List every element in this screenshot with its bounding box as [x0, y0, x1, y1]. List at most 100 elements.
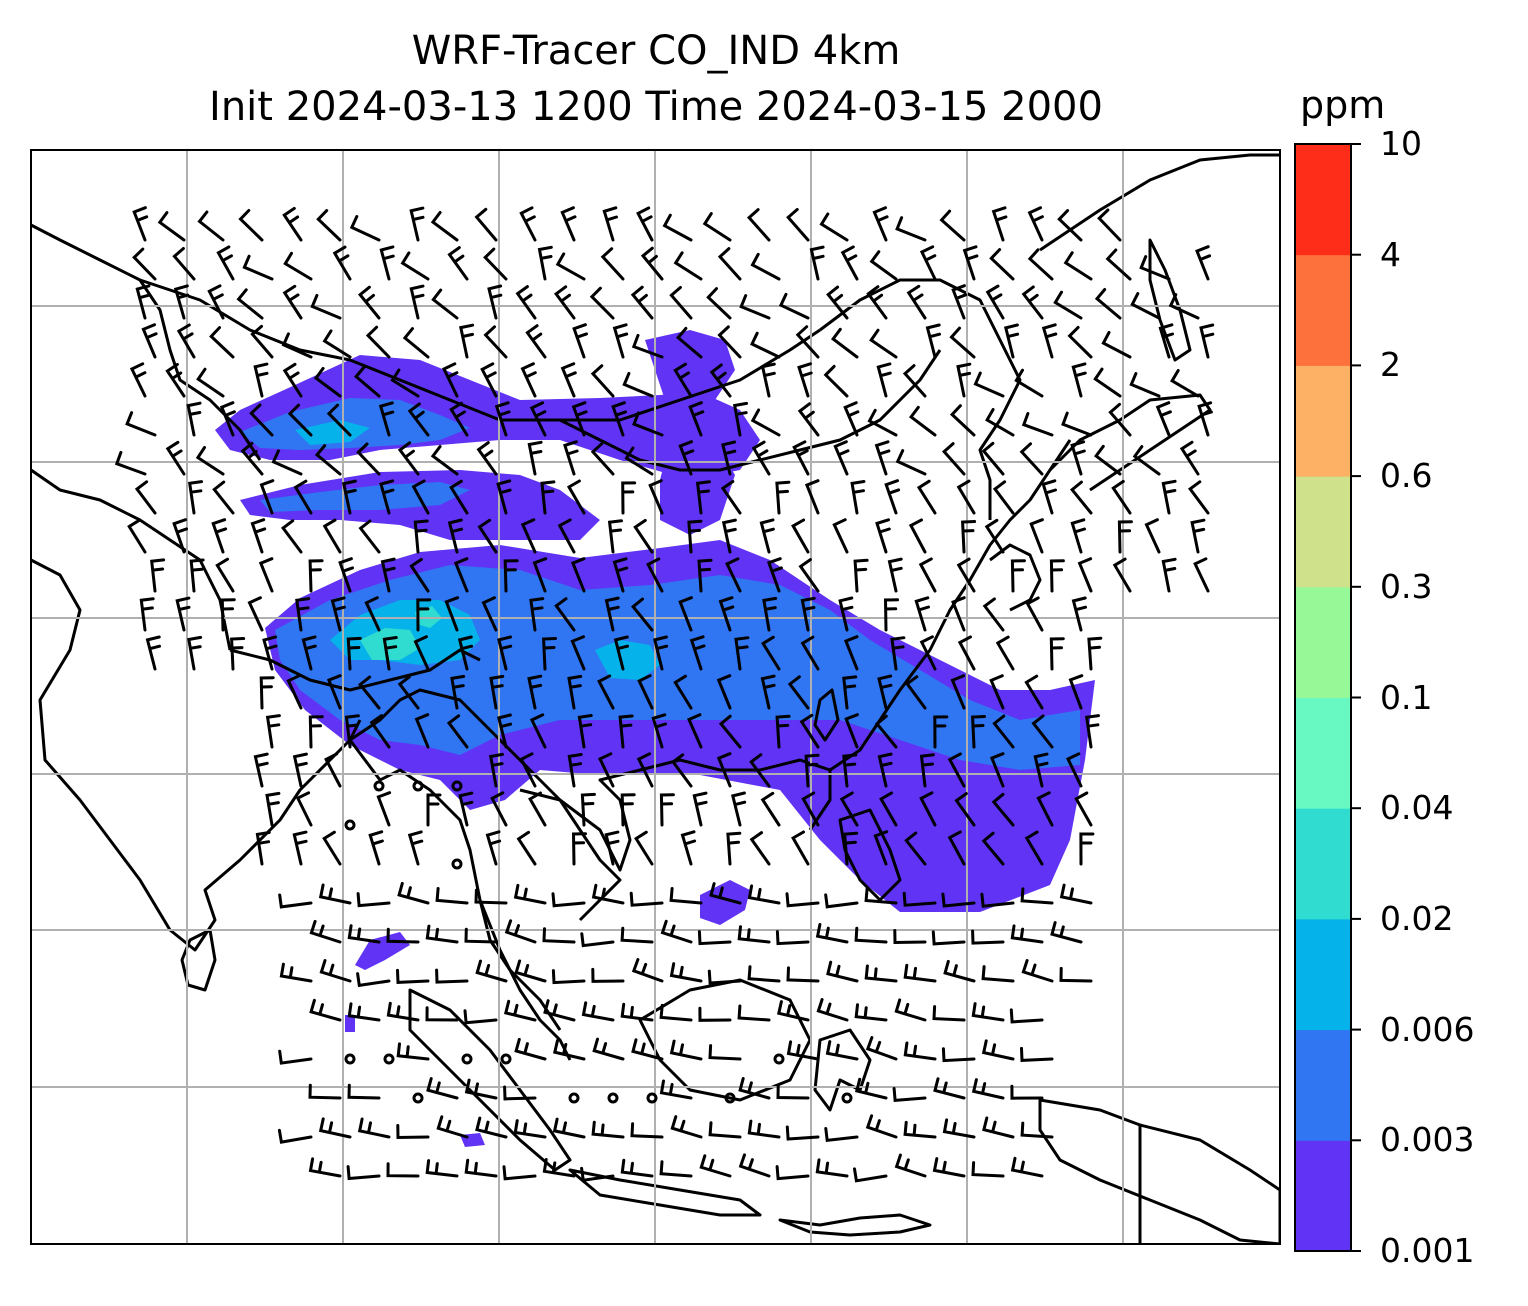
- wind-barb: [447, 518, 463, 554]
- wind-barb: [956, 479, 976, 515]
- wind-barb: [1053, 290, 1083, 320]
- wind-barb: [669, 962, 703, 983]
- wind-barb: [407, 830, 424, 866]
- wind-barb: [698, 1006, 732, 1022]
- wind-barb: [519, 206, 537, 242]
- wind-barb: [282, 206, 303, 242]
- plume-high-core3: [295, 420, 370, 445]
- wind-barb: [989, 674, 1005, 710]
- wind-barb: [956, 362, 972, 398]
- wind-barb: [186, 401, 202, 437]
- wind-barb: [400, 251, 430, 281]
- colorbar-tick-label-5: 0.1: [1380, 677, 1433, 717]
- wind-barb: [286, 674, 303, 710]
- wind-barb: [842, 753, 858, 788]
- wind-barb: [776, 1084, 810, 1100]
- wind-barb: [449, 479, 469, 515]
- wind-barb: [253, 362, 269, 398]
- wind-barb: [308, 559, 324, 593]
- wind-barb: [132, 206, 149, 242]
- wind-barb: [552, 1117, 586, 1139]
- wind-barb: [597, 752, 615, 788]
- wind-barb: [341, 479, 357, 515]
- calm-wind-marker: [383, 1053, 395, 1065]
- wind-barb: [1009, 1008, 1044, 1024]
- wind-barb: [961, 520, 977, 554]
- wind-barb: [551, 892, 586, 908]
- wind-barb: [1094, 444, 1122, 476]
- wind-barb: [332, 245, 352, 281]
- wind-barb: [409, 557, 430, 593]
- wind-barb: [563, 440, 579, 476]
- wind-barb: [483, 325, 508, 359]
- wind-barb: [631, 958, 664, 983]
- wind-barb: [397, 441, 420, 476]
- wind-barb: [1129, 372, 1161, 398]
- wind-barb: [678, 596, 693, 632]
- wind-barb: [446, 714, 469, 749]
- wind-barb: [474, 888, 508, 905]
- wind-barb: [725, 557, 742, 593]
- wind-barb: [409, 284, 425, 320]
- wind-barb: [687, 713, 703, 749]
- wind-barb: [514, 959, 547, 983]
- wind-barb: [157, 211, 186, 242]
- wind-barb: [673, 251, 703, 281]
- wind-barb: [441, 362, 459, 398]
- sumatra-coast: [408, 988, 572, 1172]
- wind-barb: [196, 367, 225, 398]
- wind-barb: [444, 596, 460, 632]
- wind-barb: [669, 286, 693, 320]
- wind-barb: [971, 1161, 1005, 1178]
- wind-barb: [678, 440, 695, 476]
- wind-barb: [791, 518, 810, 554]
- wind-barb: [295, 791, 313, 827]
- wind-barb: [1065, 752, 1083, 788]
- wind-barb: [622, 371, 654, 398]
- wind-barb: [409, 206, 425, 242]
- wind-barb: [947, 830, 966, 866]
- wind-barb: [453, 557, 469, 593]
- wind-barb: [450, 674, 466, 710]
- wind-barb: [1144, 518, 1161, 554]
- wind-barb: [648, 479, 664, 515]
- wind-barb: [250, 518, 267, 554]
- wind-barb: [688, 401, 705, 437]
- wind-barb: [739, 294, 771, 320]
- wind-barb: [761, 635, 781, 671]
- wind-barb: [1071, 596, 1087, 632]
- wind-barb: [842, 675, 858, 710]
- wind-barb: [824, 1127, 859, 1143]
- wind-barb: [721, 518, 737, 554]
- wind-barb: [709, 363, 732, 398]
- wind-barb: [824, 893, 859, 909]
- wind-barb: [1033, 752, 1049, 788]
- wind-barb: [799, 713, 820, 749]
- wind-barb: [560, 206, 577, 242]
- wind-barb: [346, 1165, 381, 1181]
- wind-barb: [866, 285, 888, 320]
- wind-barb: [791, 830, 810, 866]
- wind-barb: [787, 675, 810, 710]
- wind-barb: [850, 480, 866, 515]
- wind-barb: [737, 925, 771, 944]
- wind-barb: [322, 518, 342, 554]
- wind-barb: [815, 923, 849, 944]
- wind-barb: [949, 404, 976, 437]
- wind-barb: [145, 635, 161, 671]
- map-title-line2: Init 2024-03-13 1200 Time 2024-03-15 200…: [209, 84, 1103, 130]
- wind-barb: [916, 479, 937, 515]
- wind-barb: [620, 1002, 654, 1022]
- wind-barb: [707, 969, 742, 985]
- wind-barb: [1101, 331, 1132, 359]
- wind-barb: [1074, 791, 1093, 827]
- colorbar-tick-label-3: 0.02: [1380, 898, 1454, 938]
- wind-barb: [1027, 248, 1054, 281]
- wind-barb: [932, 1005, 966, 1022]
- wind-barb: [1193, 557, 1210, 593]
- wind-barb: [600, 247, 625, 281]
- wind-barb: [560, 362, 577, 398]
- wind-barb: [176, 323, 196, 359]
- wind-barb: [804, 479, 820, 515]
- wind-barb: [989, 248, 1015, 281]
